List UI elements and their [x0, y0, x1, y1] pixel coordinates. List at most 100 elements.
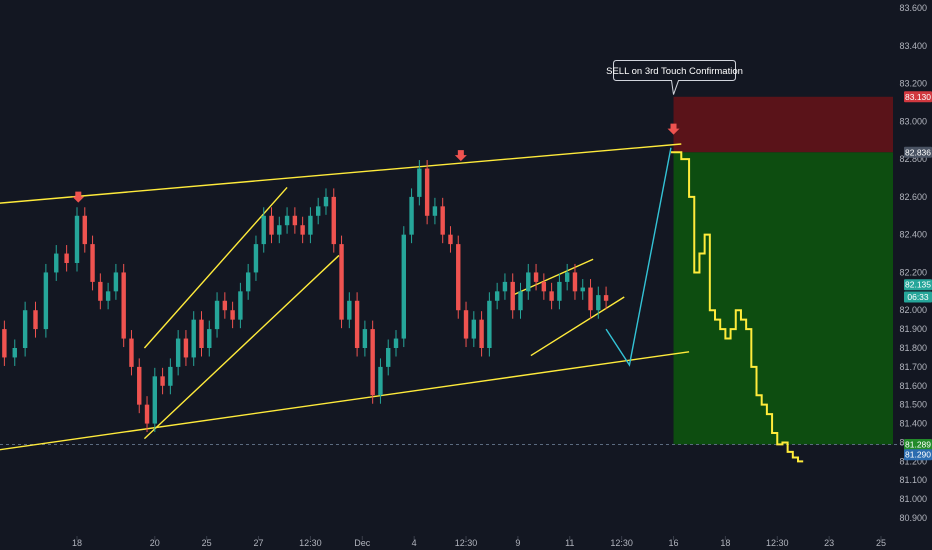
- candle-body: [160, 376, 165, 386]
- trendline-0[interactable]: [0, 143, 682, 206]
- candle-body: [448, 234, 453, 245]
- candle-body: [471, 319, 477, 339]
- x-tick-label: 12:30: [610, 538, 633, 548]
- y-tick-label: 81.600: [899, 381, 927, 391]
- forecast-series: [670, 151, 804, 463]
- candle-body: [253, 244, 259, 273]
- y-tick-label: 81.900: [899, 324, 927, 334]
- candle-body: [557, 281, 562, 301]
- trendlines[interactable]: [0, 143, 690, 456]
- down-arrow-icon: [72, 191, 85, 203]
- candle-body: [463, 310, 469, 339]
- x-tick-label: 27: [254, 538, 264, 548]
- candle-body: [487, 300, 492, 348]
- candle-body: [572, 272, 578, 292]
- x-tick-label: 11: [565, 538, 574, 548]
- candle-body: [502, 281, 508, 292]
- candle-body: [43, 272, 49, 330]
- candle-body: [199, 319, 204, 348]
- price-series: [2, 147, 804, 463]
- candle-body: [417, 168, 422, 197]
- y-tick-label: 83.200: [899, 79, 927, 89]
- candle-body: [2, 329, 7, 358]
- candle-body: [277, 225, 282, 235]
- x-tick-label: 25: [202, 538, 212, 548]
- y-tick-label: 82.000: [899, 305, 927, 315]
- candle-body: [308, 215, 313, 235]
- candle-body: [331, 196, 336, 245]
- down-arrow-icon: [454, 150, 467, 162]
- candle-body: [261, 215, 266, 245]
- candle-body: [323, 196, 329, 207]
- price-badge-label: 81.289: [905, 440, 931, 450]
- y-tick-label: 82.200: [899, 267, 927, 277]
- candle-body: [214, 300, 220, 330]
- y-tick-label: 81.800: [899, 343, 927, 353]
- price-badge-label: 81.290: [905, 450, 931, 460]
- target-zone: [673, 152, 893, 445]
- candle-body: [393, 338, 399, 348]
- candle-body: [378, 366, 383, 396]
- candle-body: [603, 295, 609, 301]
- trendline-5[interactable]: [530, 296, 625, 357]
- candle-body: [230, 310, 235, 320]
- x-tick-label: 18: [72, 538, 82, 548]
- candle-body: [284, 215, 290, 226]
- candle-body: [596, 295, 601, 311]
- candle-body: [510, 281, 515, 311]
- y-tick-label: 80.900: [899, 513, 927, 523]
- x-tick-label: 16: [669, 538, 679, 548]
- price-badge-label: 82.836: [905, 147, 931, 157]
- candle-body: [541, 281, 547, 292]
- price-badge: [904, 279, 932, 291]
- price-badge: [904, 439, 932, 451]
- candle-body: [33, 310, 38, 330]
- candle-body: [144, 404, 150, 424]
- x-tick-label: 23: [824, 538, 834, 548]
- y-tick-label: 81.400: [899, 419, 927, 429]
- candle-body: [432, 206, 438, 216]
- candle-body: [183, 338, 189, 358]
- x-tick-label: 25: [876, 538, 886, 548]
- trendline-1[interactable]: [0, 351, 690, 456]
- annotation-callout[interactable]: [613, 60, 737, 95]
- candle-body: [549, 291, 554, 301]
- y-tick-label: 81.200: [899, 456, 927, 466]
- y-tick-label: 81.500: [899, 400, 927, 410]
- candle-body: [22, 310, 28, 348]
- price-badge-label: 82.135: [905, 280, 931, 290]
- y-tick-label: 81.000: [899, 494, 927, 504]
- candle-body: [12, 348, 17, 358]
- x-tick-label: 18: [720, 538, 730, 548]
- candle-body: [424, 168, 430, 216]
- y-tick-label: 81.700: [899, 362, 927, 372]
- candle-body: [175, 338, 181, 367]
- candle-body: [456, 244, 461, 311]
- y-tick-label: 82.800: [899, 154, 927, 164]
- candle-body: [339, 244, 344, 320]
- candle-body: [409, 196, 414, 235]
- annotation-label: SELL on 3rd Touch Confirmation: [606, 66, 743, 77]
- trendline-3[interactable]: [143, 254, 340, 440]
- candle-body: [121, 272, 126, 339]
- candle-body: [518, 291, 523, 311]
- candle-body: [222, 300, 228, 311]
- candle-body: [129, 338, 134, 367]
- annotation[interactable]: SELL on 3rd Touch Confirmation: [606, 60, 743, 95]
- x-tick-label: 9: [515, 538, 520, 548]
- y-tick-label: 83.400: [899, 41, 927, 51]
- candle-body: [64, 253, 69, 263]
- price-badge-label: 06:33: [907, 292, 929, 302]
- candle-body: [580, 287, 585, 292]
- candle-body: [354, 300, 360, 348]
- candle-body: [526, 272, 531, 292]
- x-axis[interactable]: 12:301820252712:30Dec412:3091112:3016181…: [0, 536, 886, 548]
- candle-body: [588, 287, 593, 311]
- candle-body: [386, 348, 391, 367]
- projection-path: [605, 147, 672, 367]
- x-tick-label: 12:30: [766, 538, 789, 548]
- y-axis[interactable]: 83.600 83.400 83.200 83.000 82.800 82.600 82.4…: [899, 3, 927, 523]
- y-tick-label: 83.600: [899, 3, 927, 13]
